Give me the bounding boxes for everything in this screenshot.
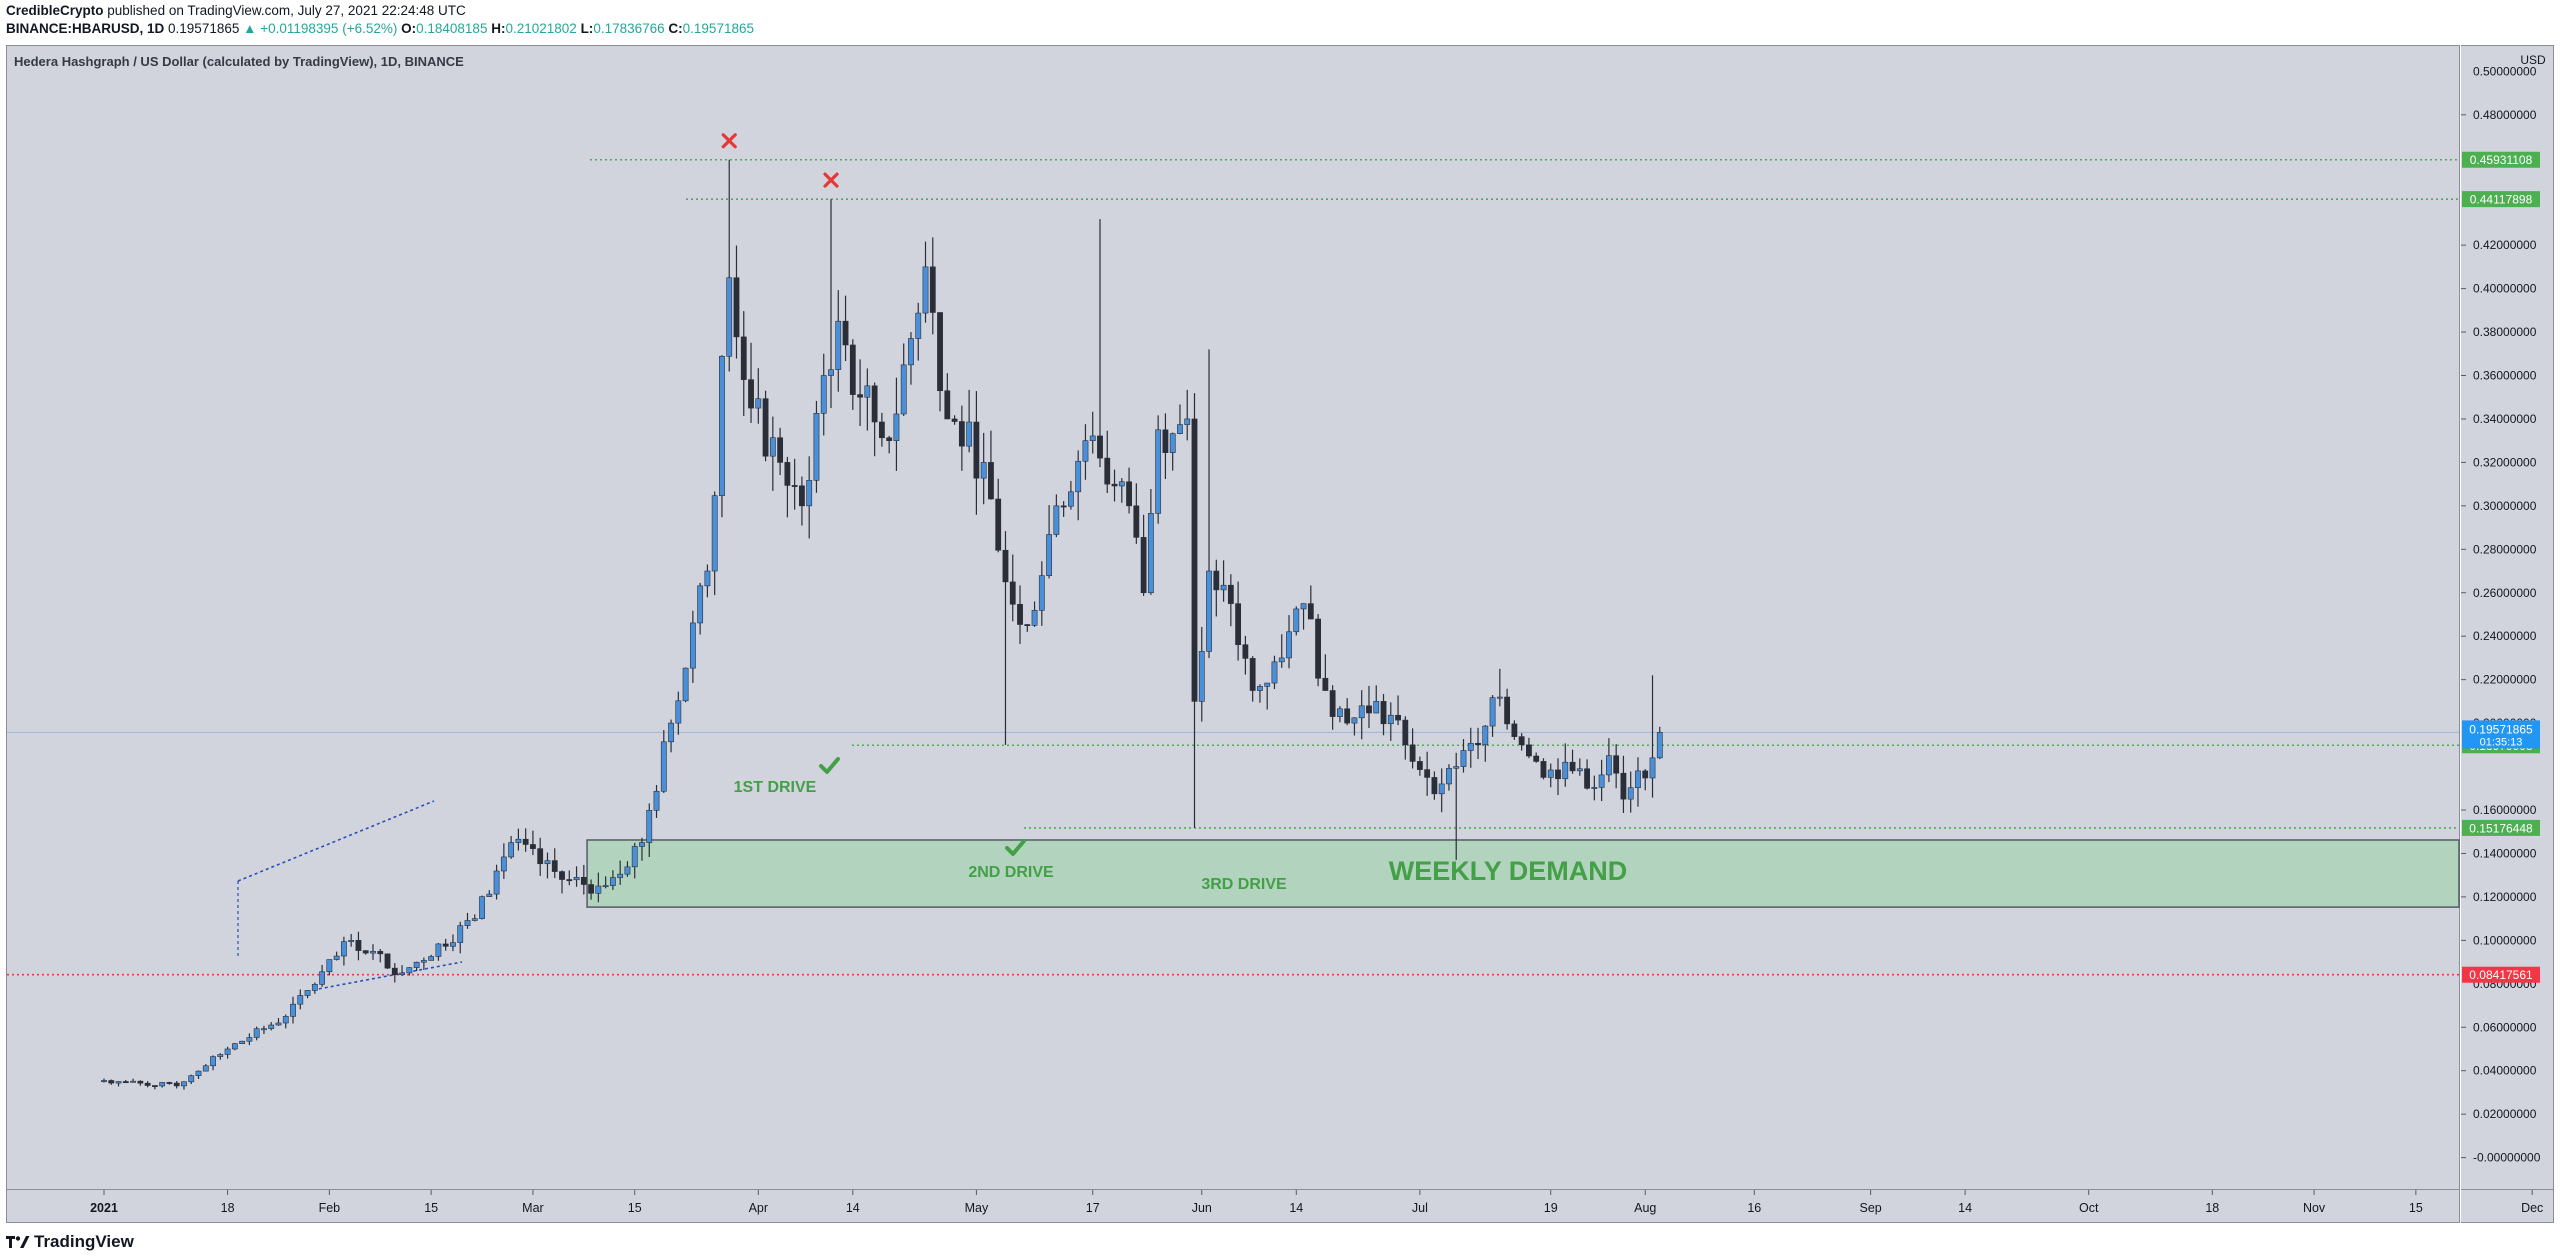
axis-corner — [2461, 1190, 2554, 1223]
price-change: ▲ +0.01198395 (+6.52%) — [243, 21, 398, 36]
open-value: 0.18408185 — [416, 21, 488, 36]
tradingview-logo-icon — [6, 1236, 30, 1248]
publish-header: CredibleCrypto published on TradingView.… — [6, 2, 1806, 42]
chart-title: Hedera Hashgraph / US Dollar (calculated… — [14, 54, 464, 69]
low-label: L: — [580, 21, 594, 36]
high-label: H: — [491, 21, 506, 36]
symbol-line: BINANCE:HBARUSD, 1D 0.19571865 ▲ +0.0119… — [6, 20, 1806, 38]
chart-pane[interactable] — [6, 45, 2460, 1190]
close-label: C: — [668, 21, 683, 36]
tradingview-brand[interactable]: TradingView — [34, 1232, 134, 1251]
symbol-name: BINANCE:HBARUSD, 1D — [6, 21, 165, 36]
open-label: O: — [401, 21, 417, 36]
last-price: 0.19571865 — [168, 21, 240, 36]
close-value: 0.19571865 — [682, 21, 754, 36]
price-axis[interactable] — [2461, 45, 2554, 1190]
published-text: published on TradingView.com, July 27, 2… — [107, 3, 466, 18]
author-name[interactable]: CredibleCrypto — [6, 3, 104, 18]
footer: TradingView — [6, 1230, 134, 1254]
time-axis[interactable] — [6, 1190, 2460, 1223]
low-value: 0.17836766 — [593, 21, 665, 36]
publish-line: CredibleCrypto published on TradingView.… — [6, 2, 1806, 20]
high-value: 0.21021802 — [505, 21, 577, 36]
